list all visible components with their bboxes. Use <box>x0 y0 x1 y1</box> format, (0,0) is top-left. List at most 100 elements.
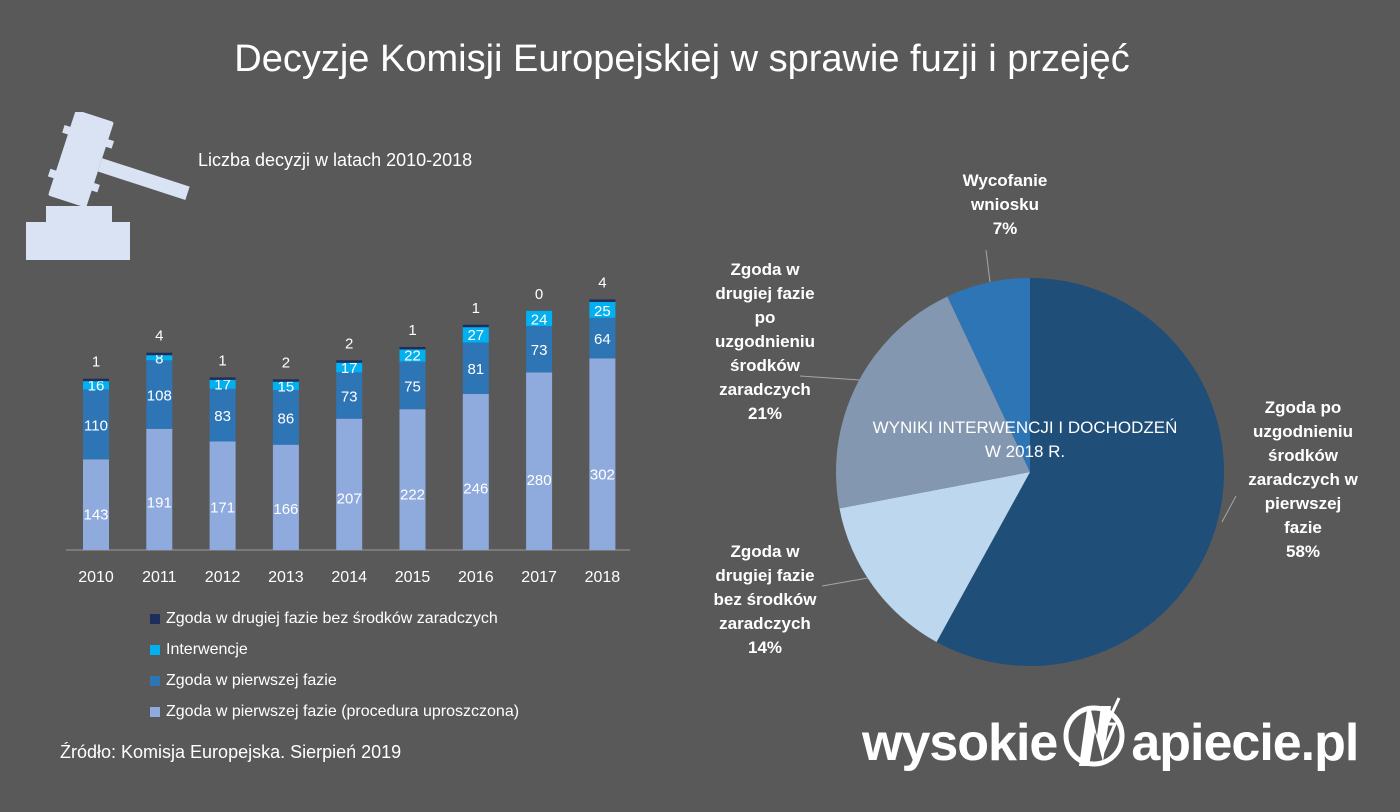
source-note: Źródło: Komisja Europejska. Sierpień 201… <box>60 742 402 762</box>
legend-swatch <box>150 706 160 717</box>
bar-data-label: 17 <box>214 376 231 393</box>
bar-segment <box>399 361 426 410</box>
bar-chart-legend: Zgoda w drugiej fazie bez środków zaradc… <box>150 603 519 727</box>
bar-segment <box>526 326 553 373</box>
bar-segment <box>399 346 426 350</box>
bar-segment <box>146 355 173 361</box>
bar-data-label: 73 <box>531 342 548 359</box>
legend-label: Interwencje <box>166 640 248 658</box>
bar-segment <box>146 352 173 356</box>
x-tick-label: 2013 <box>268 569 304 586</box>
bar-data-label: 302 <box>590 466 615 483</box>
brand-logo[interactable]: wysokie apiecie.pl <box>862 696 1359 789</box>
legend-swatch <box>150 675 160 686</box>
bar-data-label: 1 <box>92 354 100 371</box>
bar-data-label: 17 <box>341 360 358 377</box>
stacked-bar-chart: 1431101612010191108842011171831712012166… <box>66 274 630 586</box>
bar-segment <box>83 378 109 382</box>
brand-text-right: apiecie.pl <box>1131 713 1359 772</box>
bar-data-label: 246 <box>463 481 488 498</box>
bar-segment <box>83 459 109 550</box>
bar-data-label: 4 <box>598 274 606 291</box>
bar-segment <box>589 299 616 302</box>
bar-data-label: 2 <box>282 354 290 371</box>
bar-data-label: 81 <box>467 361 484 378</box>
bar-data-label: 207 <box>337 490 362 507</box>
legend-item: Interwencje <box>150 634 519 665</box>
bar-data-label: 108 <box>147 388 172 405</box>
bar-segment <box>272 380 299 391</box>
bar-segment <box>146 428 173 550</box>
bar-segment <box>83 379 109 390</box>
bar-segment <box>526 372 553 550</box>
page-title: Decyzje Komisji Europejskiej w sprawie f… <box>234 38 1130 80</box>
bar-segment <box>146 360 173 429</box>
x-tick-label: 2012 <box>205 569 241 586</box>
legend-swatch <box>150 613 160 624</box>
bar-data-label: 8 <box>155 351 163 368</box>
pie-slice <box>839 472 1030 643</box>
x-tick-label: 2017 <box>521 569 557 586</box>
pie-slice <box>936 278 1225 667</box>
bar-data-label: 1 <box>218 352 226 369</box>
bar-data-label: 110 <box>84 417 108 434</box>
legend-item: Zgoda w pierwszej fazie (procedura upros… <box>150 696 519 727</box>
bar-data-label: 83 <box>214 408 231 425</box>
bar-data-label: 75 <box>404 378 421 395</box>
x-tick-label: 2011 <box>142 569 177 586</box>
x-tick-label: 2016 <box>458 569 494 586</box>
bar-segment <box>399 347 426 362</box>
pie-slice <box>836 296 1030 509</box>
pie-center-title: WYNIKI INTERWENCJI I DOCHODZEŃ W 2018 R. <box>872 418 1178 461</box>
bar-data-label: 222 <box>400 487 425 504</box>
bar-data-label: 4 <box>155 328 163 345</box>
bar-data-label: 27 <box>467 327 484 344</box>
bar-data-label: 143 <box>83 507 108 524</box>
bar-data-label: 1 <box>408 322 416 339</box>
bar-data-label: 22 <box>404 348 421 365</box>
x-tick-label: 2014 <box>331 569 367 586</box>
x-tick-label: 2015 <box>395 569 431 586</box>
bar-chart-subtitle: Liczba decyzji w latach 2010-2018 <box>198 150 473 170</box>
bar-segment <box>336 361 363 373</box>
bar-segment <box>209 441 236 550</box>
pie-label-second-phase-remedies: Zgoda w drugiej fazie po uzgodnieniu śro… <box>714 260 816 423</box>
brand-text-left: wysokie <box>862 713 1058 772</box>
bar-segment <box>462 393 489 550</box>
bar-segment <box>462 325 489 343</box>
bar-data-label: 171 <box>210 500 235 517</box>
bar-segment <box>336 372 363 419</box>
legend-label: Zgoda w pierwszej fazie (procedura upros… <box>166 702 520 720</box>
bar-segment <box>272 444 299 550</box>
bar-data-label: 191 <box>147 495 172 512</box>
bar-data-label: 25 <box>594 303 611 320</box>
bar-data-label: 64 <box>594 331 611 348</box>
bar-segment <box>589 358 616 550</box>
legend-label: Zgoda w pierwszej fazie <box>166 671 337 689</box>
pie-label-withdrawn: Wycofanie wniosku 7% <box>962 171 1048 238</box>
bar-segment <box>209 377 236 380</box>
bar-segment <box>399 409 426 550</box>
x-tick-label: 2010 <box>78 569 114 586</box>
pie-leader-line <box>985 249 991 283</box>
bar-segment <box>336 418 363 550</box>
bar-data-label: 24 <box>531 311 548 328</box>
bar-segment <box>83 389 109 460</box>
bar-data-label: 166 <box>273 501 298 518</box>
bar-segment <box>209 388 236 442</box>
legend-swatch <box>150 644 160 655</box>
bar-segment <box>209 378 236 389</box>
bar-segment <box>462 342 489 394</box>
legend-item: Zgoda w drugiej fazie bez środków zaradc… <box>150 603 519 634</box>
bar-data-label: 280 <box>527 472 552 489</box>
bar-segment <box>589 317 616 359</box>
bar-segment <box>462 324 489 328</box>
pie-label-first-phase-remedies: Zgoda po uzgodnieniu środków zaradczych … <box>1248 398 1358 561</box>
lightning-n-logo-icon <box>1059 696 1129 789</box>
bar-data-label: 86 <box>278 410 295 427</box>
bar-segment <box>526 310 553 327</box>
bar-segment <box>272 390 299 445</box>
bar-data-label: 1 <box>472 300 480 317</box>
bar-data-label: 0 <box>535 286 543 303</box>
bar-data-label: 2 <box>345 335 353 352</box>
